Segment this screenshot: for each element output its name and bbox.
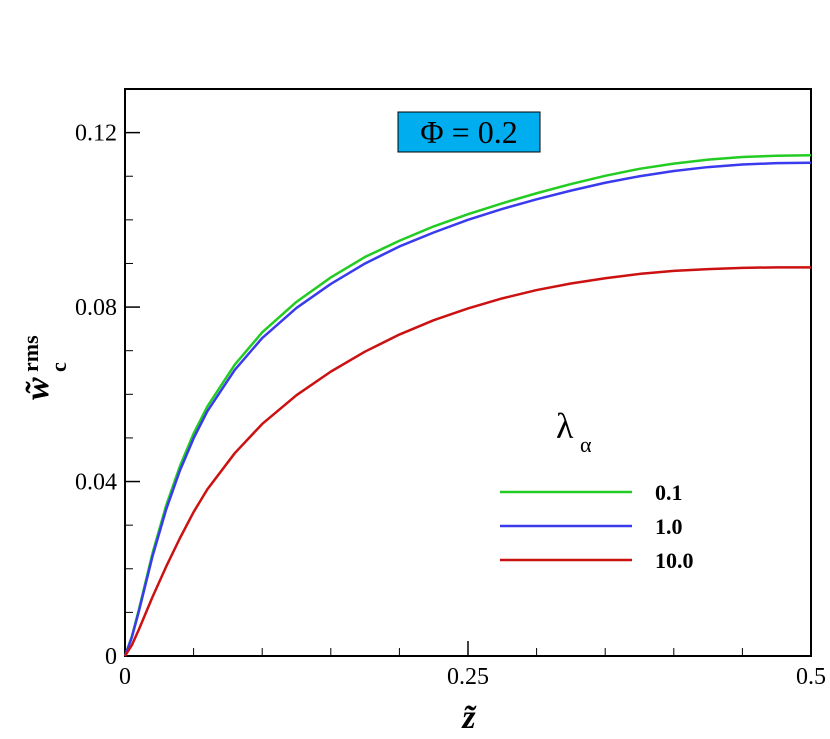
y-tick-label: 0.08 (75, 295, 117, 321)
series-line-10.0 (123, 266, 811, 657)
y-tick-label: 0.12 (75, 121, 117, 147)
y-tick-label: 0 (105, 644, 117, 670)
series-layer (123, 154, 812, 657)
y-tick-label: 0.04 (75, 470, 117, 496)
legend-label: 1.0 (655, 514, 683, 539)
x-tick-label: 0.25 (447, 664, 489, 690)
y-axis-title-subscript: c (46, 362, 71, 372)
y-axis-title: w̃ (19, 377, 56, 400)
series-line-0.1 (123, 154, 812, 657)
plot-frame (124, 88, 812, 657)
legend-label: 0.1 (655, 480, 683, 505)
x-axis-label: z̃ (461, 699, 477, 736)
x-tick-label: 0.5 (796, 664, 826, 690)
y-axis-title-superscript: rms (18, 335, 43, 372)
legend: λ α 0.1 1.0 10.0 (500, 406, 694, 573)
legend-title: λ (556, 406, 574, 446)
annotation-box: Φ = 0.2 (397, 111, 541, 153)
y-axis-label: w̃ rms c (18, 335, 71, 400)
y-axis: 0 0.04 0.08 0.12 (75, 88, 140, 670)
series-line-1.0 (123, 161, 812, 657)
x-axis: 0 0.25 0.5 (119, 641, 826, 690)
x-tick-label: 0 (119, 664, 131, 690)
plot-area (124, 88, 812, 657)
x-axis-title: z̃ (461, 699, 477, 736)
legend-entries: 0.1 1.0 10.0 (500, 480, 694, 573)
legend-label: 10.0 (655, 548, 694, 573)
legend-title-subscript: α (580, 432, 592, 457)
annotation-text: Φ = 0.2 (420, 114, 517, 150)
